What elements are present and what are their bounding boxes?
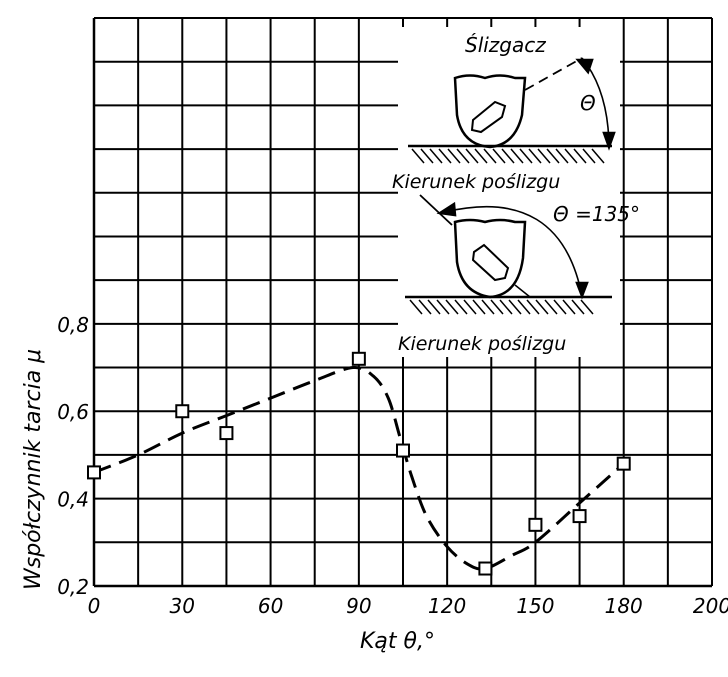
hatch-line xyxy=(582,148,596,164)
hatch-line xyxy=(492,148,506,164)
y-tick-label: 0,2 xyxy=(57,575,89,599)
hatch-line xyxy=(465,148,479,164)
hatch-line xyxy=(499,299,513,315)
data-point xyxy=(528,517,543,532)
hatch-line xyxy=(555,148,569,164)
data-point xyxy=(219,426,234,441)
inset-theta-value-label: Θ =135° xyxy=(553,202,640,226)
theta135-arc xyxy=(444,205,583,297)
arrowhead-icon xyxy=(602,131,616,151)
inset-direction-label-2: Kierunek poślizgu xyxy=(398,333,566,355)
hatch-line xyxy=(463,299,477,315)
hatch-line xyxy=(591,148,605,164)
theta-ray-dashed xyxy=(524,57,583,91)
hatch-line xyxy=(447,148,461,164)
hatch-line xyxy=(535,299,549,315)
x-tick-labels: 0 30 60 90 120 150 180 200 xyxy=(88,594,728,618)
hatch-line xyxy=(418,299,432,315)
arrowhead-icon xyxy=(436,201,457,217)
hatch-line xyxy=(436,299,450,315)
arrowhead-icon xyxy=(575,281,589,300)
surface-hatching-bottom xyxy=(409,299,594,315)
y-tick-label: 0,6 xyxy=(57,400,89,424)
hatch-line xyxy=(427,299,441,315)
hatch-line xyxy=(438,148,452,164)
hatch-line xyxy=(409,299,423,315)
hatch-line xyxy=(456,148,470,164)
data-point xyxy=(396,443,410,458)
fitted-curve xyxy=(93,365,625,571)
x-tick-label: 90 xyxy=(346,594,371,618)
x-tick-label: 30 xyxy=(170,594,195,618)
hatch-line xyxy=(519,148,533,164)
x-tick-label: 120 xyxy=(428,594,466,618)
x-tick-label: 60 xyxy=(258,594,283,618)
data-point xyxy=(572,509,587,524)
hatch-line xyxy=(501,148,515,164)
hatch-line xyxy=(420,148,434,164)
slider-bottom-icon xyxy=(453,218,527,299)
hatch-line xyxy=(571,299,585,315)
hatch-line xyxy=(562,299,576,315)
hatch-line xyxy=(580,299,594,315)
inset-slider-label: Ślizgacz xyxy=(465,33,546,57)
hatch-line xyxy=(510,148,524,164)
slider-top-icon xyxy=(453,74,527,149)
hatch-line xyxy=(472,299,486,315)
hatch-line xyxy=(481,299,495,315)
x-axis-label: Kąt θ,° xyxy=(360,629,435,654)
x-tick-label: 200 xyxy=(693,594,728,618)
hatch-line xyxy=(474,148,488,164)
hatch-line xyxy=(508,299,522,315)
hatch-line xyxy=(553,299,567,315)
fitted-curve-line xyxy=(93,365,625,571)
hatch-line xyxy=(526,299,540,315)
hatch-line xyxy=(528,148,542,164)
hatch-line xyxy=(544,299,558,315)
direction-line xyxy=(419,194,453,226)
hatch-line xyxy=(429,148,443,164)
inset-direction-label-1: Kierunek poślizgu xyxy=(392,171,560,193)
data-point xyxy=(616,456,631,471)
data-markers xyxy=(87,351,631,576)
hatch-line xyxy=(546,148,560,164)
hatch-line xyxy=(411,148,425,164)
axes xyxy=(92,18,712,588)
inset-theta-label: Θ xyxy=(580,91,596,115)
hatch-line xyxy=(573,148,587,164)
x-tick-label: 150 xyxy=(516,594,554,618)
hatch-line xyxy=(537,148,551,164)
data-point xyxy=(351,351,366,366)
arrowhead-icon xyxy=(575,58,594,75)
hatch-line xyxy=(517,299,531,315)
hatch-line xyxy=(454,299,468,315)
hatch-line xyxy=(564,148,578,164)
y-tick-labels: 0,2 0,4 0,6 0,8 xyxy=(57,313,89,599)
surface-hatching-top xyxy=(411,148,605,164)
data-point xyxy=(175,404,190,419)
inset-diagram: Ślizgacz Θ Kierunek poślizgu Θ =135° Kie… xyxy=(392,33,640,355)
y-tick-label: 0,8 xyxy=(57,313,89,337)
hatch-line xyxy=(445,299,459,315)
y-tick-label: 0,4 xyxy=(57,488,89,512)
slider-top-slot-icon xyxy=(470,100,507,134)
hatch-line xyxy=(483,148,497,164)
data-point xyxy=(87,465,101,480)
x-tick-label: 0 xyxy=(88,594,101,618)
y-axis-label: Współczynnik tarcia μ xyxy=(21,349,46,590)
slider-bottom-slot-icon xyxy=(471,243,510,282)
x-tick-label: 180 xyxy=(605,594,643,618)
hatch-line xyxy=(490,299,504,315)
data-point xyxy=(478,561,493,576)
